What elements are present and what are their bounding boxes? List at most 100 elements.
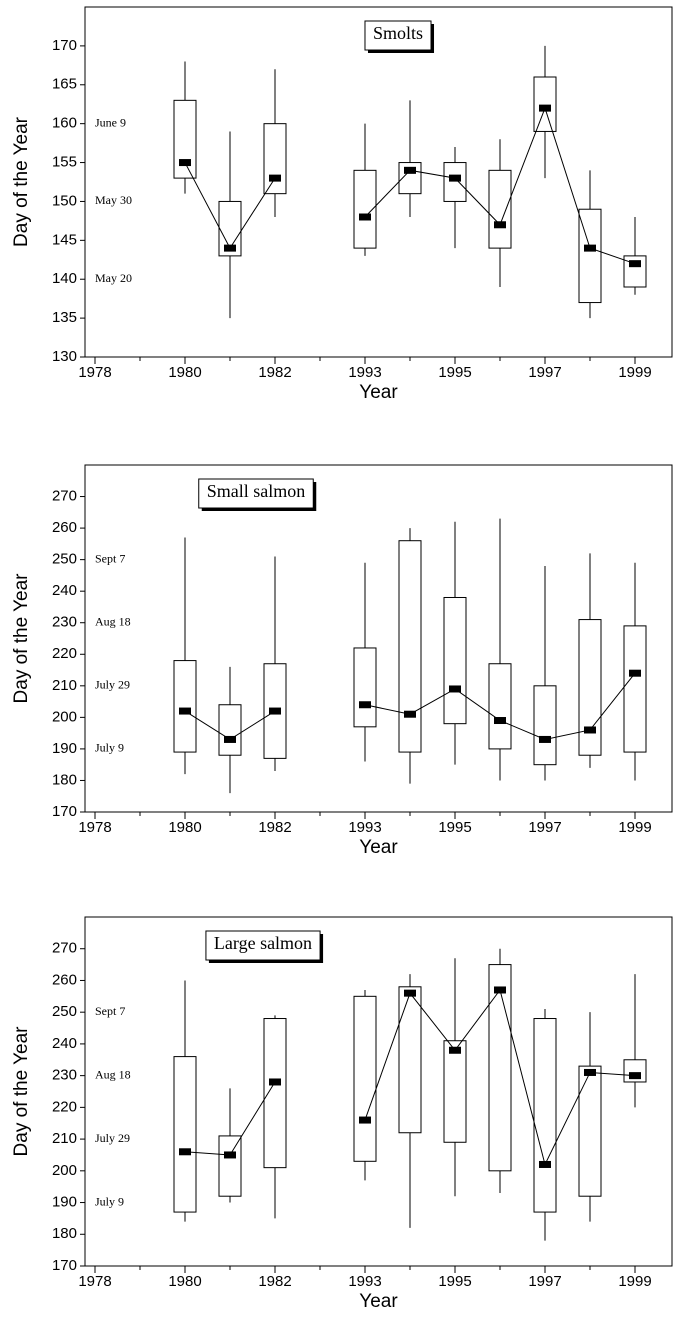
title-box xyxy=(364,20,432,51)
box xyxy=(398,986,422,1134)
x-axis-title: Year xyxy=(359,382,398,403)
date-label: July 9 xyxy=(95,741,124,755)
box xyxy=(533,685,557,766)
x-axis-title: Year xyxy=(359,837,398,858)
y-tick-label: 170 xyxy=(52,803,77,820)
y-tick-label: 140 xyxy=(52,270,77,287)
x-tick-label: 1999 xyxy=(618,364,651,381)
x-tick-label: 1995 xyxy=(438,364,471,381)
box xyxy=(488,663,512,750)
median-marker xyxy=(449,174,461,182)
x-tick-label: 1982 xyxy=(258,364,291,381)
date-label: June 9 xyxy=(95,115,126,129)
median-marker xyxy=(359,1116,371,1124)
median-marker xyxy=(629,1072,641,1080)
y-tick-label: 170 xyxy=(52,37,77,54)
y-tick-label: 200 xyxy=(52,1162,77,1179)
median-marker xyxy=(224,1151,236,1159)
y-tick-label: 190 xyxy=(52,740,77,757)
x-axis-title: Year xyxy=(359,1291,398,1312)
box xyxy=(533,76,557,132)
y-tick-label: 130 xyxy=(52,348,77,365)
median-marker xyxy=(449,685,461,693)
x-tick-label: 1982 xyxy=(258,819,291,836)
median-marker xyxy=(539,735,551,743)
box xyxy=(443,596,467,725)
median-marker xyxy=(269,174,281,182)
box xyxy=(218,200,242,257)
box xyxy=(173,99,197,179)
y-tick-label: 270 xyxy=(52,488,77,505)
y-tick-label: 155 xyxy=(52,154,77,171)
box xyxy=(353,647,377,728)
panel-title: Smolts xyxy=(373,23,423,43)
median-marker xyxy=(629,669,641,677)
box xyxy=(623,625,647,753)
box xyxy=(578,1065,602,1197)
y-tick-label: 260 xyxy=(52,519,77,536)
median-marker xyxy=(269,707,281,715)
median-marker xyxy=(179,1148,191,1156)
x-tick-label: 1978 xyxy=(78,819,111,836)
y-tick-label: 150 xyxy=(52,192,77,209)
median-marker xyxy=(629,260,641,268)
y-tick-label: 160 xyxy=(52,115,77,132)
y-tick-label: 210 xyxy=(52,1130,77,1147)
date-label: May 20 xyxy=(95,271,132,285)
median-marker xyxy=(269,1078,281,1086)
date-label: July 9 xyxy=(95,1194,124,1208)
x-tick-label: 1978 xyxy=(78,364,111,381)
x-tick-label: 1997 xyxy=(528,364,561,381)
box xyxy=(173,660,197,753)
median-marker xyxy=(359,701,371,709)
y-axis-title: Day of the Year xyxy=(11,1026,32,1157)
x-tick-label: 1982 xyxy=(258,1273,291,1290)
median-marker xyxy=(584,1068,596,1076)
x-tick-label: 1993 xyxy=(348,819,381,836)
median-marker xyxy=(494,221,506,229)
median-marker xyxy=(224,244,236,252)
box xyxy=(218,704,242,756)
plot-frame xyxy=(84,6,673,358)
y-tick-label: 200 xyxy=(52,708,77,725)
plot-frame xyxy=(84,464,673,813)
box xyxy=(488,169,512,249)
median-marker xyxy=(359,213,371,221)
median-marker xyxy=(404,710,416,718)
y-tick-label: 190 xyxy=(52,1194,77,1211)
box xyxy=(578,619,602,756)
y-tick-label: 220 xyxy=(52,1098,77,1115)
median-marker xyxy=(494,717,506,725)
date-label: May 30 xyxy=(95,193,132,207)
box xyxy=(398,540,422,753)
panel-title: Small salmon xyxy=(207,481,306,501)
y-tick-label: 180 xyxy=(52,771,77,788)
median-marker xyxy=(449,1046,461,1054)
x-tick-label: 1997 xyxy=(528,819,561,836)
title-box xyxy=(198,478,314,509)
y-tick-label: 180 xyxy=(52,1225,77,1242)
box xyxy=(443,1040,467,1143)
box xyxy=(353,995,377,1162)
date-label: Sept 7 xyxy=(95,1004,125,1018)
y-tick-label: 230 xyxy=(52,614,77,631)
y-tick-label: 270 xyxy=(52,940,77,957)
box xyxy=(353,169,377,249)
y-tick-label: 220 xyxy=(52,645,77,662)
y-tick-label: 240 xyxy=(52,582,77,599)
x-tick-label: 1980 xyxy=(168,1273,201,1290)
median-marker xyxy=(539,104,551,112)
panel-title: Large salmon xyxy=(214,933,312,953)
plot-frame xyxy=(84,916,673,1267)
median-marker xyxy=(179,159,191,167)
box xyxy=(488,964,512,1172)
x-tick-label: 1993 xyxy=(348,1273,381,1290)
median-marker xyxy=(404,166,416,174)
date-label: July 29 xyxy=(95,678,130,692)
median-marker xyxy=(224,735,236,743)
x-tick-label: 1978 xyxy=(78,1273,111,1290)
median-marker xyxy=(539,1160,551,1168)
x-tick-label: 1995 xyxy=(438,819,471,836)
box xyxy=(218,1135,242,1197)
